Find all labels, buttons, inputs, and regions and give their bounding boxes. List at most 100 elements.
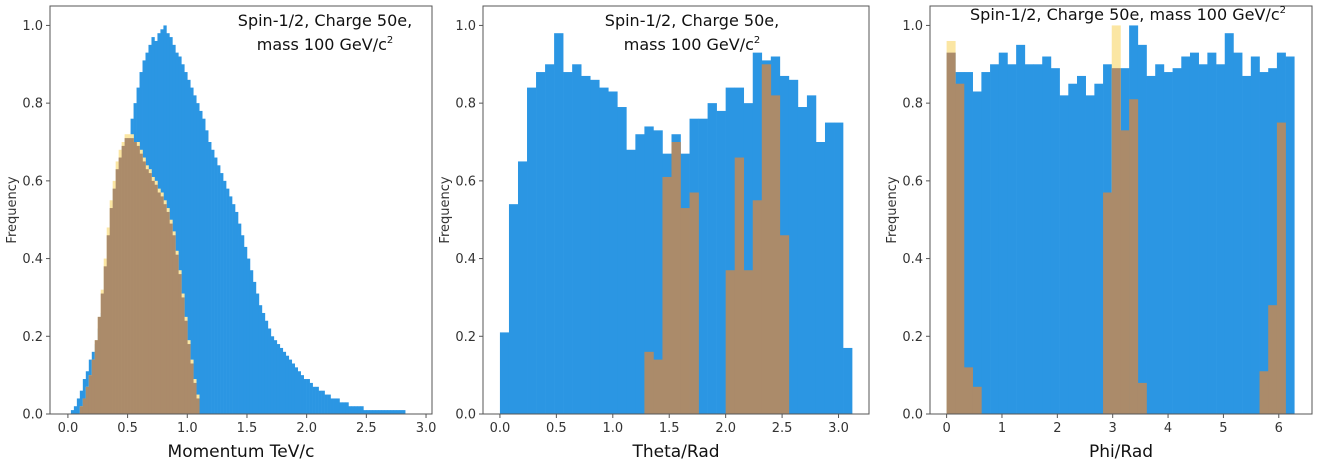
histogram-bar-brown (752, 200, 763, 414)
histogram-bar-blue (972, 91, 982, 415)
y-axis-label: Frequency (885, 176, 900, 243)
histogram-bar-brown (133, 142, 137, 414)
x-tick-label: 0.5 (117, 421, 138, 436)
y-tick-label: 0.0 (22, 408, 43, 423)
annotation-line-2: mass 100 GeV/c2 (624, 35, 761, 54)
histogram-bar-blue (193, 95, 197, 415)
histogram-bar-blue (554, 33, 564, 414)
histogram-bar-brown (1268, 305, 1278, 414)
histogram-bar-blue (220, 173, 224, 414)
histogram-bar-blue (211, 149, 215, 414)
histogram-bar-blue (644, 126, 654, 415)
histogram-bar-blue (599, 87, 609, 414)
annotation-superscript: 2 (387, 35, 393, 46)
x-axis-label: Momentum TeV/c (168, 442, 315, 462)
histogram-bar-blue (1207, 52, 1217, 414)
histogram-bar-blue (178, 56, 182, 414)
histogram-bar-blue (214, 157, 218, 415)
y-tick-label: 0.6 (455, 174, 476, 189)
histogram-bar-brown (148, 173, 152, 414)
x-tick-label: 2 (1053, 421, 1061, 436)
histogram-bar-brown (79, 406, 84, 414)
histogram-bar-brown (779, 235, 790, 414)
histogram-bar-blue (981, 72, 991, 414)
y-tick-label: 1.0 (455, 19, 476, 34)
axes-frame (482, 5, 870, 415)
histogram-bar-blue (172, 44, 176, 415)
x-tick-label: 0 (942, 421, 950, 436)
histogram-bar-brown (172, 235, 176, 414)
histogram-bar-blue (824, 122, 835, 414)
histogram-bar-blue (303, 379, 307, 414)
histogram-bar-brown (761, 64, 772, 414)
histogram-bar-brown (743, 270, 754, 414)
x-tick-label: 1.0 (602, 421, 623, 436)
histogram-bar-blue (73, 406, 78, 414)
histogram-bar-blue (276, 344, 281, 414)
histogram-bar-blue (291, 363, 296, 414)
x-tick-label: 2.0 (715, 421, 736, 436)
histogram-bar-blue (834, 122, 844, 414)
histogram-bar-blue (345, 402, 349, 414)
histogram-bar-blue (1268, 68, 1278, 415)
histogram-bar-blue (208, 142, 212, 414)
histogram-bar-blue (797, 107, 808, 414)
histogram-bar-blue (333, 398, 337, 414)
histogram-bar-blue (273, 340, 278, 414)
histogram-bar-brown (671, 142, 681, 414)
histogram-bar-brown (1129, 99, 1139, 414)
axes-frame (929, 5, 1313, 415)
histogram-bar-brown (121, 145, 125, 414)
annotation-line-1: Spin-1/2, Charge 50e, (605, 11, 779, 30)
histogram-bar-brown (963, 367, 973, 414)
histogram-bar-blue (309, 382, 313, 414)
histogram-bar-blue (300, 375, 304, 414)
histogram-bar-brown (88, 375, 93, 414)
histogram-bar-blue (306, 379, 310, 414)
y-tick-label: 0.4 (902, 252, 923, 267)
histogram-bar-brown (1259, 371, 1269, 414)
histogram-bar-blue (279, 347, 284, 414)
y-tick-label: 1.0 (22, 19, 43, 34)
histogram-bar-blue (217, 165, 221, 414)
x-tick-label: 6 (1275, 421, 1283, 436)
chart-panel-1: 0.0 0.5 1.0 1.5 2.0 2.5 3.0 0.0 0.2 0.4 0.6 0.8 1.0 F… (5, 5, 436, 462)
histogram-bar-blue (563, 72, 573, 414)
histogram-bar-blue (70, 410, 75, 414)
histogram-bar-blue (372, 410, 376, 414)
histogram-bar-blue (229, 196, 233, 414)
histogram-bar-brown (109, 208, 113, 414)
histogram-bar-blue (330, 398, 334, 414)
x-tick-label: 1.5 (237, 421, 258, 436)
histogram-bar-blue (351, 406, 355, 414)
histogram-bar-blue (357, 406, 361, 414)
histogram-bar-blue (184, 72, 188, 414)
histogram-bar-brown (955, 83, 965, 415)
histogram-bar-brown (103, 266, 107, 414)
histogram-bar-brown (154, 184, 158, 414)
histogram-bar-brown (946, 52, 956, 414)
x-tick-label: 1 (998, 421, 1006, 436)
y-tick-label: 0.4 (22, 252, 43, 267)
y-tick-label: 0.0 (455, 408, 476, 423)
histogram-bar-brown (160, 196, 164, 414)
x-axis-label: Theta/Rad (631, 442, 719, 462)
axes-frame (49, 5, 433, 415)
histogram-bar-brown (196, 398, 200, 414)
histogram-bar-blue (199, 110, 203, 414)
histogram-bar-blue (282, 351, 287, 414)
histogram-bar-blue (187, 79, 191, 414)
x-tick-label: 3.0 (828, 421, 849, 436)
histogram-bar-blue (241, 235, 245, 414)
histogram-bar-blue (321, 390, 325, 414)
histogram-bar-brown (653, 359, 663, 414)
histogram-bar-blue (1137, 44, 1147, 415)
histogram-bar-brown (680, 208, 690, 414)
histogram-bar-blue (399, 410, 403, 414)
histogram-bar-blue (181, 64, 185, 414)
histogram-bar-blue (327, 394, 331, 414)
histogram-bar-brown (169, 223, 173, 414)
histogram-bar-brown (1111, 68, 1121, 415)
histogram-bar-blue (617, 107, 627, 414)
histogram-bar-blue (716, 110, 726, 414)
